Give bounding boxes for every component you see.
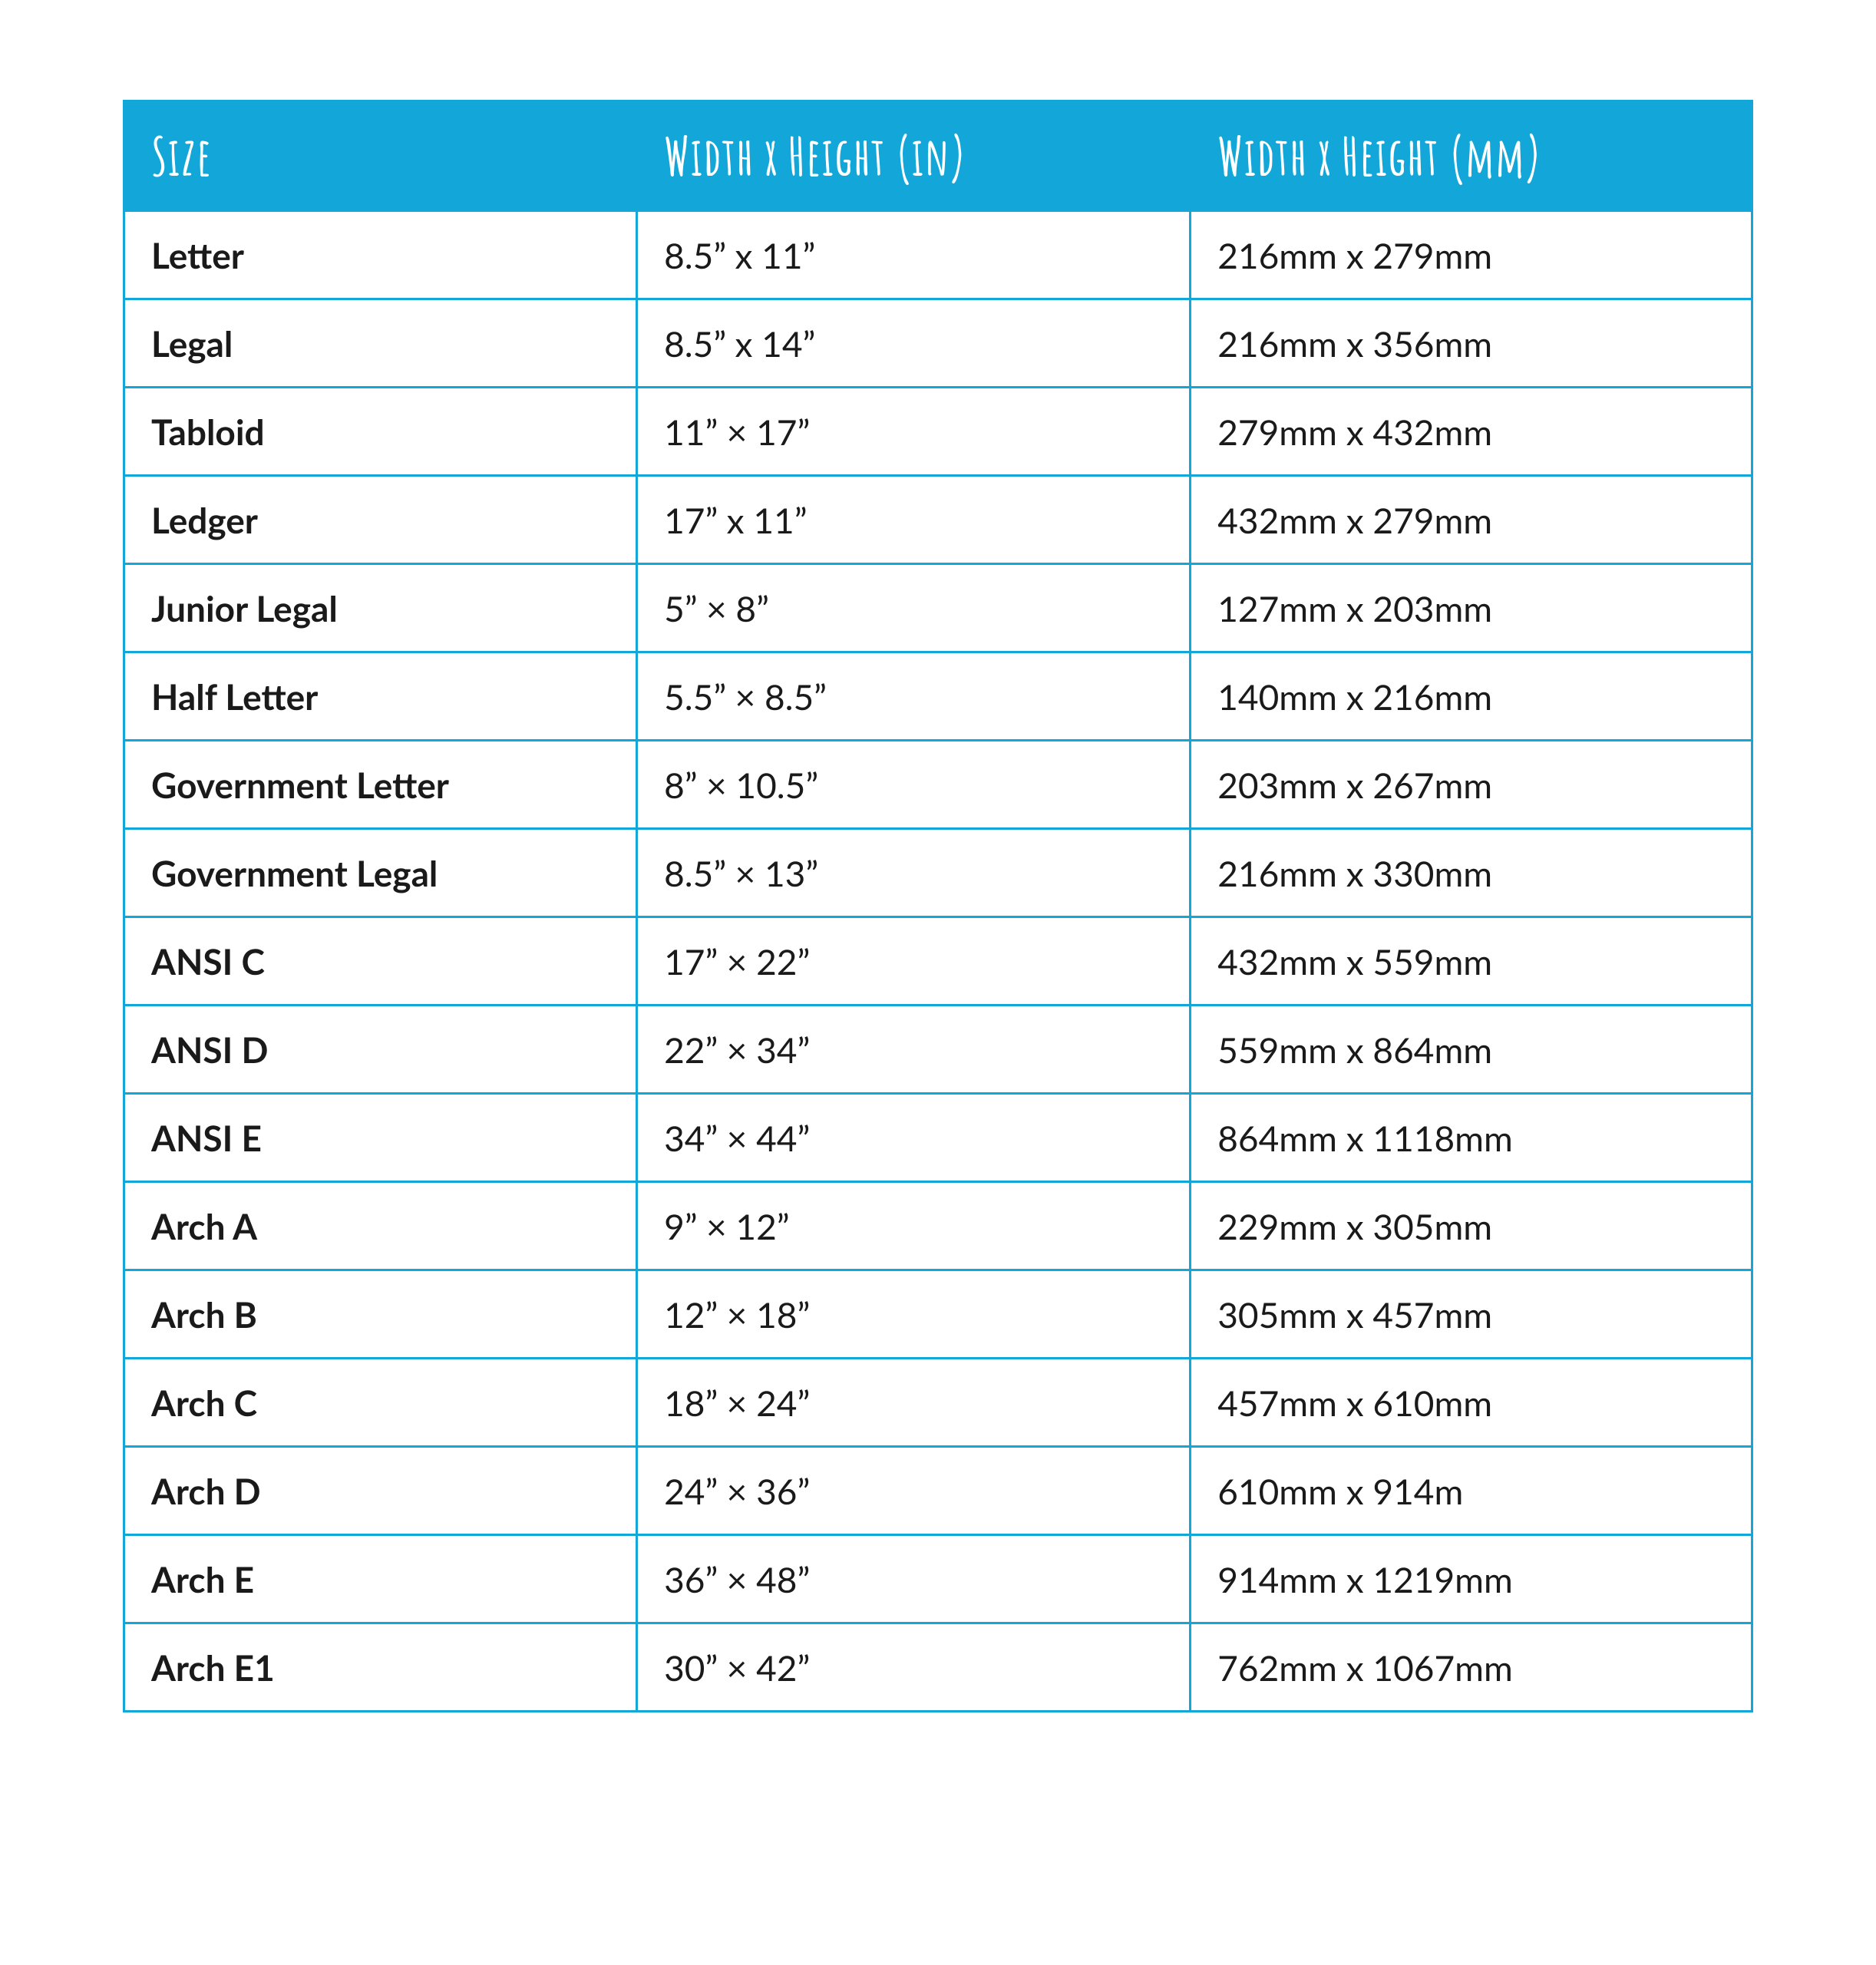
cell-mm: 279mm x 432mm [1191,388,1752,476]
paper-sizes-table: Size Width x Height (in) Width x Height … [123,100,1753,1712]
table-row: Arch B12” × 18”305mm x 457mm [124,1270,1752,1359]
table-header-row: Size Width x Height (in) Width x Height … [124,101,1752,211]
table-row: Arch D24” × 36”610mm x 914m [124,1447,1752,1535]
cell-size: ANSI E [124,1094,637,1182]
cell-size: Arch E [124,1535,637,1623]
cell-size: Legal [124,299,637,388]
table-row: Arch C18” × 24”457mm x 610mm [124,1359,1752,1447]
cell-size: Letter [124,211,637,299]
table-row: Tabloid11” × 17”279mm x 432mm [124,388,1752,476]
cell-mm: 216mm x 330mm [1191,829,1752,917]
cell-inches: 34” × 44” [637,1094,1191,1182]
cell-mm: 762mm x 1067mm [1191,1623,1752,1712]
table-row: ANSI E34” × 44”864mm x 1118mm [124,1094,1752,1182]
cell-mm: 864mm x 1118mm [1191,1094,1752,1182]
cell-size: Ledger [124,476,637,564]
cell-size: Arch A [124,1182,637,1270]
cell-inches: 5” × 8” [637,564,1191,652]
cell-size: Tabloid [124,388,637,476]
cell-size: Junior Legal [124,564,637,652]
cell-inches: 5.5” × 8.5” [637,652,1191,741]
cell-mm: 559mm x 864mm [1191,1006,1752,1094]
table-row: Arch E130” × 42”762mm x 1067mm [124,1623,1752,1712]
cell-inches: 17” x 11” [637,476,1191,564]
cell-mm: 457mm x 610mm [1191,1359,1752,1447]
cell-mm: 216mm x 356mm [1191,299,1752,388]
table-row: Arch A9” × 12”229mm x 305mm [124,1182,1752,1270]
table-row: Government Legal8.5” × 13”216mm x 330mm [124,829,1752,917]
cell-mm: 203mm x 267mm [1191,741,1752,829]
table-row: ANSI D22” × 34”559mm x 864mm [124,1006,1752,1094]
col-header-size: Size [124,101,637,211]
cell-inches: 36” × 48” [637,1535,1191,1623]
cell-size: Arch C [124,1359,637,1447]
cell-size: Government Legal [124,829,637,917]
table-head: Size Width x Height (in) Width x Height … [124,101,1752,211]
cell-inches: 8.5” × 13” [637,829,1191,917]
table-row: Junior Legal5” × 8”127mm x 203mm [124,564,1752,652]
cell-mm: 610mm x 914m [1191,1447,1752,1535]
cell-inches: 24” × 36” [637,1447,1191,1535]
table-row: Half Letter5.5” × 8.5”140mm x 216mm [124,652,1752,741]
page: Size Width x Height (in) Width x Height … [0,0,1876,1965]
cell-mm: 140mm x 216mm [1191,652,1752,741]
cell-mm: 216mm x 279mm [1191,211,1752,299]
table-body: Letter8.5” x 11”216mm x 279mmLegal8.5” x… [124,211,1752,1712]
cell-inches: 22” × 34” [637,1006,1191,1094]
table-row: ANSI C17” × 22”432mm x 559mm [124,917,1752,1006]
table-row: Legal8.5” x 14”216mm x 356mm [124,299,1752,388]
table-row: Letter8.5” x 11”216mm x 279mm [124,211,1752,299]
cell-inches: 8.5” x 14” [637,299,1191,388]
table-row: Arch E36” × 48”914mm x 1219mm [124,1535,1752,1623]
cell-size: Arch E1 [124,1623,637,1712]
cell-inches: 11” × 17” [637,388,1191,476]
table-row: Ledger17” x 11”432mm x 279mm [124,476,1752,564]
table-row: Government Letter8” × 10.5”203mm x 267mm [124,741,1752,829]
cell-mm: 914mm x 1219mm [1191,1535,1752,1623]
cell-size: Government Letter [124,741,637,829]
cell-size: Half Letter [124,652,637,741]
cell-size: Arch B [124,1270,637,1359]
cell-size: ANSI D [124,1006,637,1094]
cell-mm: 127mm x 203mm [1191,564,1752,652]
col-header-inches: Width x Height (in) [637,101,1191,211]
cell-mm: 432mm x 279mm [1191,476,1752,564]
cell-inches: 9” × 12” [637,1182,1191,1270]
cell-mm: 305mm x 457mm [1191,1270,1752,1359]
cell-inches: 18” × 24” [637,1359,1191,1447]
cell-inches: 30” × 42” [637,1623,1191,1712]
cell-inches: 8.5” x 11” [637,211,1191,299]
cell-inches: 8” × 10.5” [637,741,1191,829]
cell-size: Arch D [124,1447,637,1535]
cell-mm: 432mm x 559mm [1191,917,1752,1006]
cell-inches: 17” × 22” [637,917,1191,1006]
cell-inches: 12” × 18” [637,1270,1191,1359]
col-header-mm: Width x Height (mm) [1191,101,1752,211]
cell-mm: 229mm x 305mm [1191,1182,1752,1270]
cell-size: ANSI C [124,917,637,1006]
